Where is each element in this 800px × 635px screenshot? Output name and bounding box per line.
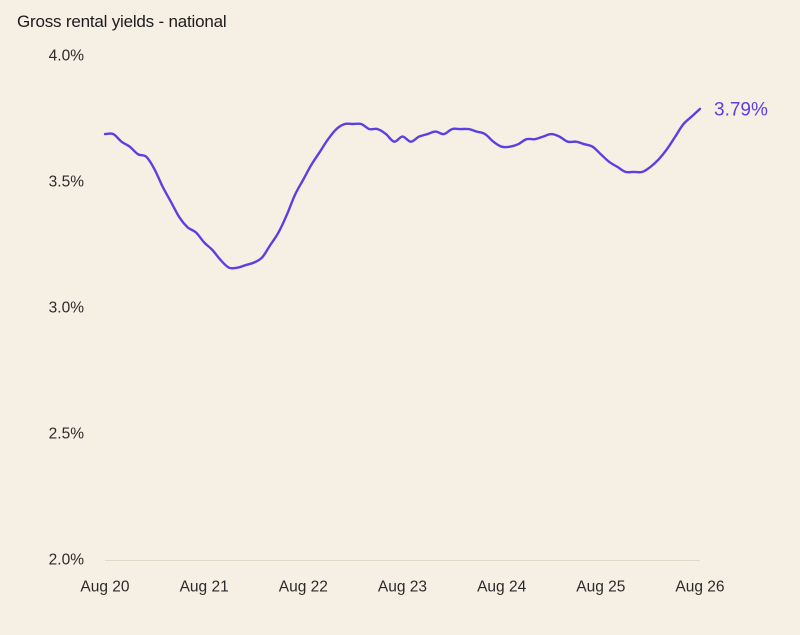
x-tick-label: Aug 22: [279, 579, 328, 596]
end-value-label: 3.79%: [714, 99, 768, 120]
x-axis: Aug 20 Aug 21 Aug 22 Aug 23 Aug 24 Aug 25 Aug …: [80, 560, 725, 596]
y-tick-label: 4.0%: [49, 48, 85, 65]
y-tick-label: 2.5%: [49, 426, 85, 443]
x-tick-label: Aug 23: [378, 579, 427, 596]
series-layer: [103, 107, 702, 270]
x-tick-label: Aug 26: [675, 579, 724, 596]
y-axis: 4.0% 3.5% 3.0% 2.5% 2.0%: [49, 48, 85, 569]
x-tick-label: Aug 20: [80, 579, 130, 596]
series-line: [103, 107, 702, 270]
chart-title: Gross rental yields - national: [17, 12, 227, 31]
x-tick-label: Aug 24: [477, 579, 527, 596]
y-tick-label: 3.0%: [49, 300, 85, 317]
x-tick-label: Aug 21: [180, 579, 229, 596]
y-tick-label: 3.5%: [49, 174, 85, 191]
annotation-layer: 3.79%: [714, 99, 768, 120]
y-tick-label: 2.0%: [49, 552, 85, 569]
x-tick-label: Aug 25: [576, 579, 625, 596]
